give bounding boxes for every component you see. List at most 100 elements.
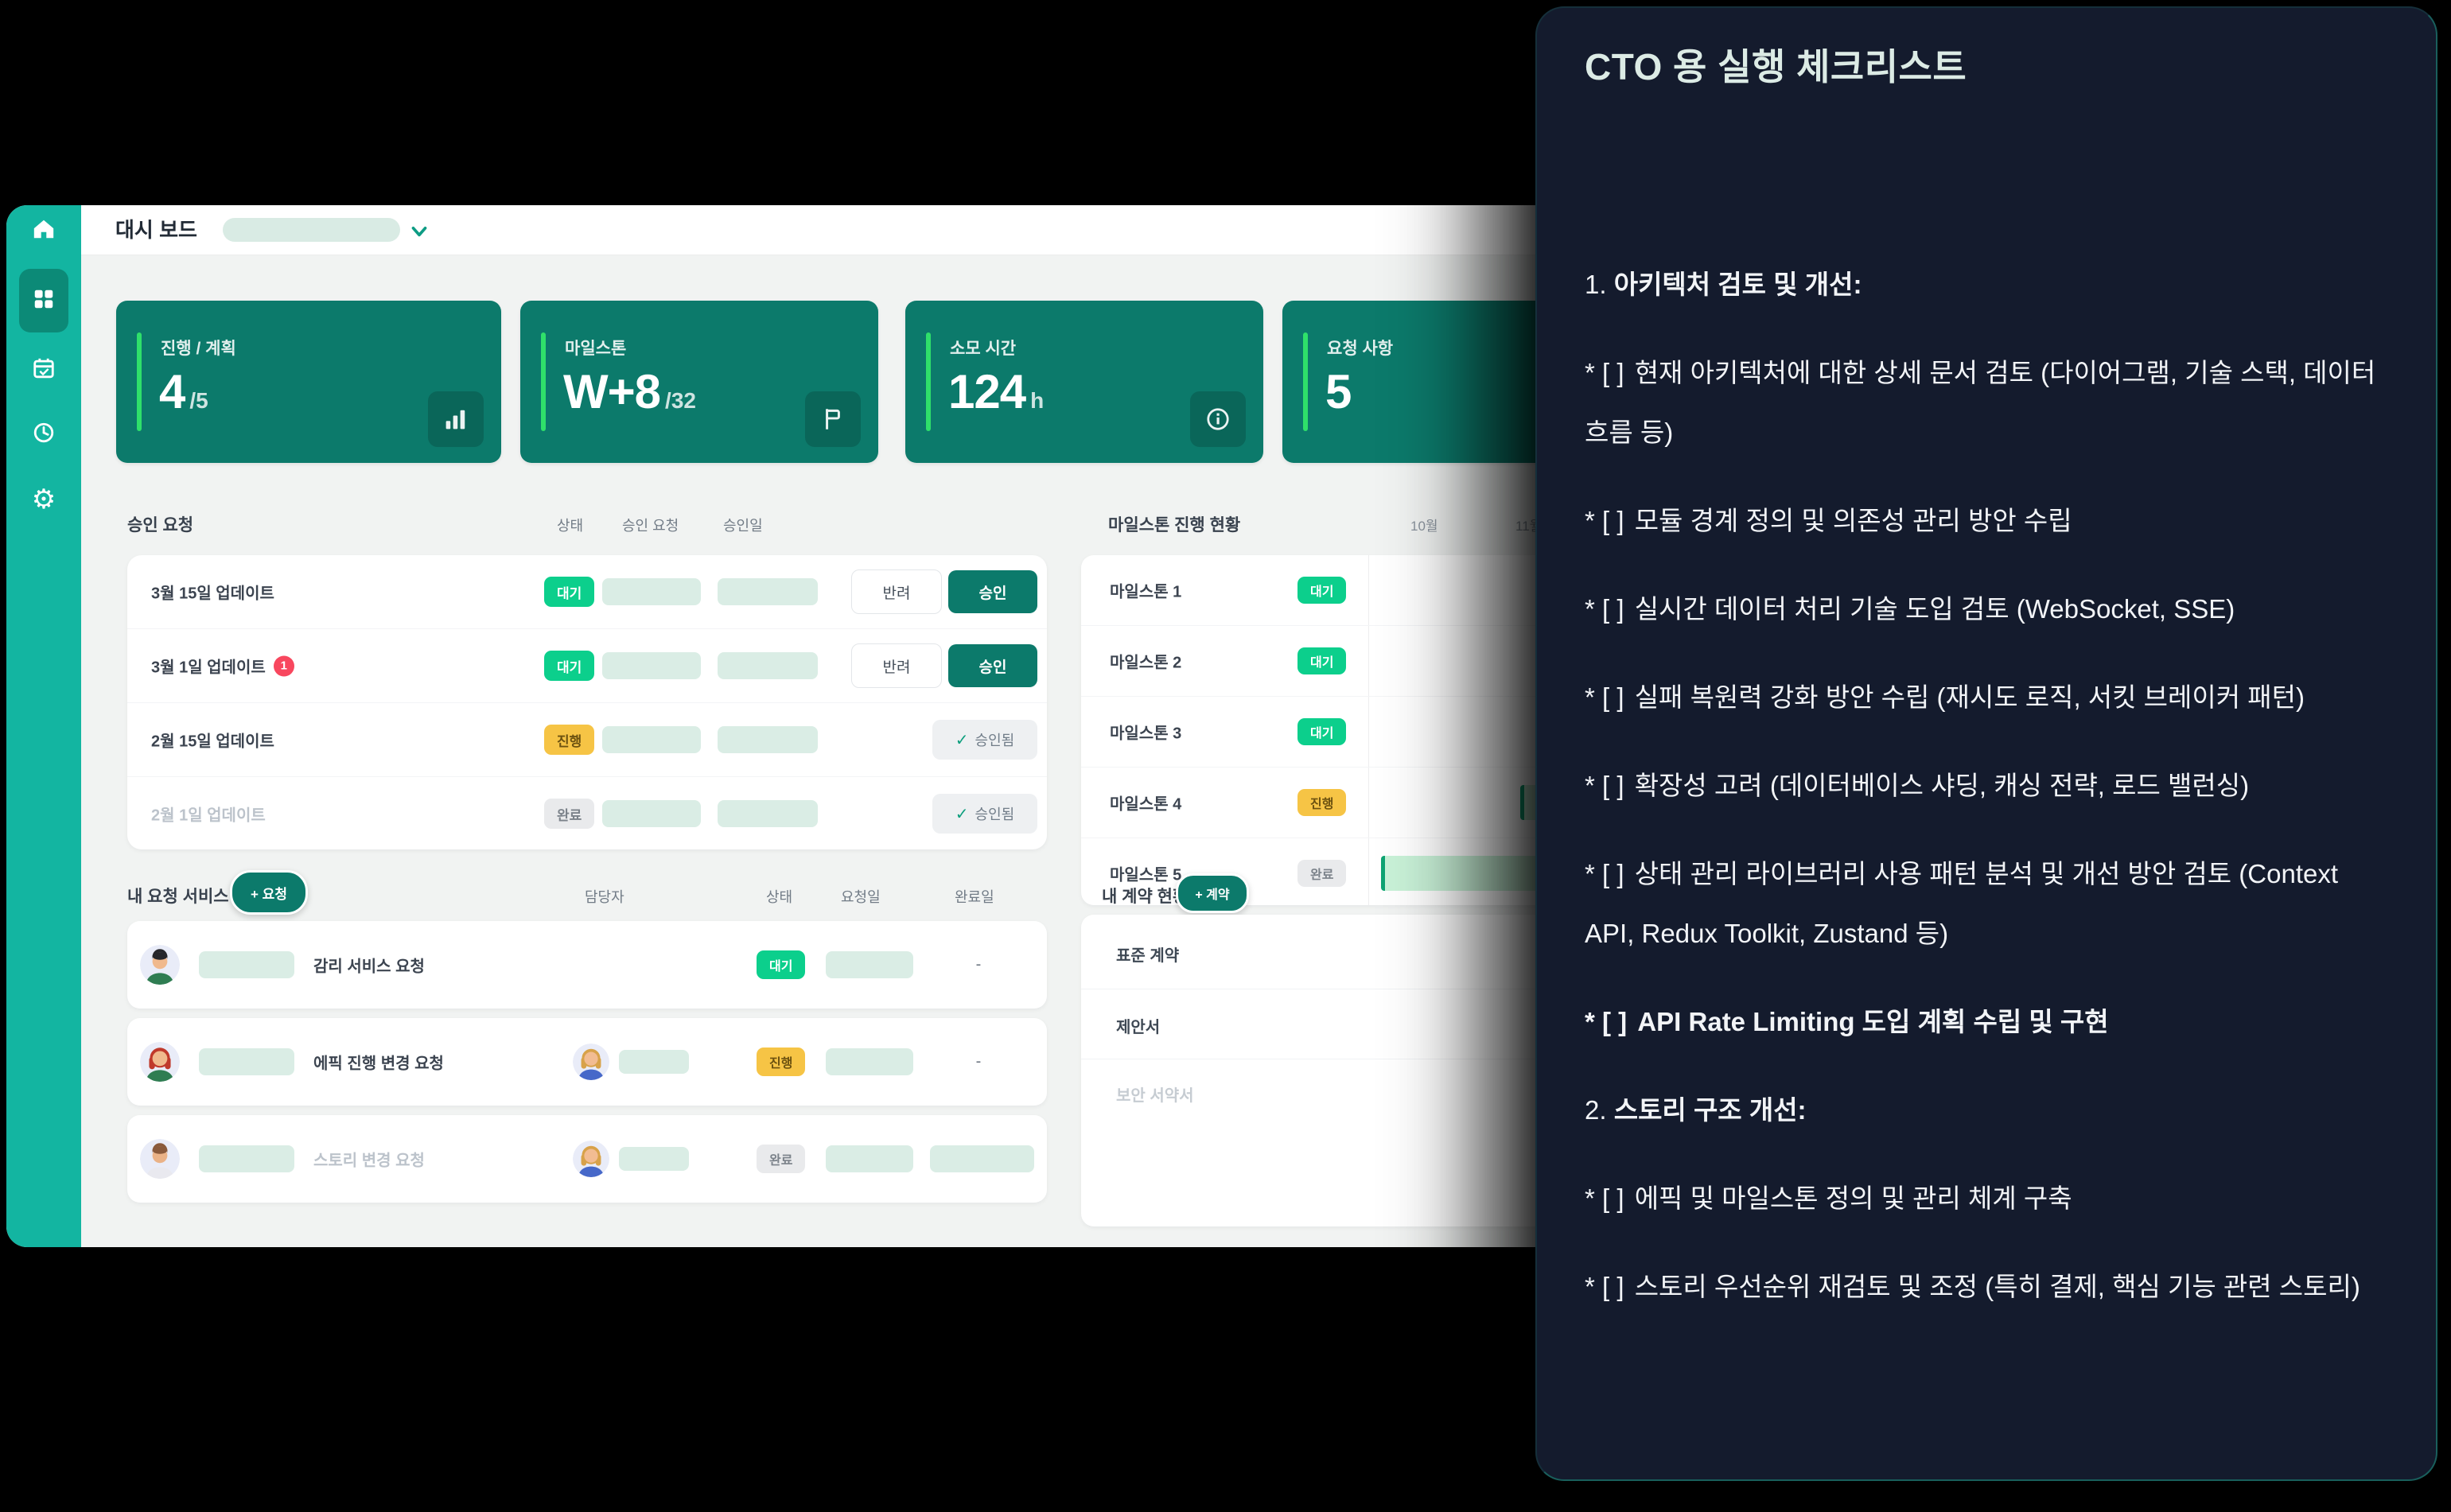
contract-row[interactable]: 보안 서약서 [1116,1087,1194,1105]
stat-value-number: W+8 [563,365,661,418]
stat-accent-bar [926,332,931,431]
sidebar-item-reports[interactable] [6,417,81,452]
add-request-button[interactable]: + 요청 [230,870,308,915]
stat-card-label: 요청 사항 [1327,340,1394,358]
grid-icon [32,287,56,315]
stat-value-number: 4 [159,365,185,418]
checklist-task: * [ ] 모듈 경계 정의 및 의존성 관리 방안 수립 [1585,491,2387,550]
status-badge: 완료 [1297,860,1347,887]
milestone-row: 마일스톤 2 대기 [1081,626,1578,697]
services-col-requested: 요청일 [841,889,881,905]
service-name-pill [199,951,294,978]
check-icon: ✓ [955,805,969,823]
approve-button[interactable]: 승인 [948,570,1037,613]
status-badge: 완료 [544,799,595,829]
approvals-col-status: 상태 [557,518,584,534]
milestone-label: 마일스톤 3 [1110,725,1182,743]
stat-value-suffix: /5 [189,388,208,413]
checklist-heading: 2. 스토리 구조 개선: [1585,1080,2387,1140]
status-badge: 완료 [757,1145,806,1173]
avatar [140,945,180,985]
assignee-name-pill [619,1050,689,1074]
stat-card-value: 4/5 [159,364,208,419]
task-text: 상태 관리 라이브러리 사용 패턴 분석 및 개선 방안 검토 (Context… [1585,859,2339,948]
task-text: 실패 복원력 강화 방안 수립 (재시도 로직, 서킷 브레이커 패턴) [1634,682,2305,712]
approval-date-pill [718,800,818,827]
sidebar-item-calendar[interactable] [6,352,81,387]
status-badge: 진행 [544,725,595,755]
contract-row[interactable]: 표준 계약 [1116,947,1180,965]
checklist-task: * [ ] 에픽 및 마일스톤 정의 및 관리 체계 구축 [1585,1168,2387,1228]
approval-request-text: 2월 1일 업데이트 [151,807,266,825]
approval-request-text: 3월 1일 업데이트 [151,659,266,677]
approvals-col-date: 승인일 [723,518,763,534]
approval-request-label: 3월 15일 업데이트 [151,581,274,604]
milestone-label: 마일스톤 4 [1110,795,1182,814]
flag-icon [805,391,861,447]
check-icon: ✓ [955,731,969,749]
service-request-label: 감리 서비스 요청 [313,958,425,976]
stat-card-value: W+8/32 [563,364,696,419]
stat-card: 진행 / 계획 4/5 [116,301,501,463]
complete-date-empty: - [975,1052,982,1071]
sidebar-active-highlight [19,269,68,332]
service-row: 스토리 변경 요청 완료 [127,1115,1047,1203]
gear-icon: ⚙ [31,484,56,515]
status-badge: 대기 [544,651,595,681]
checklist-task: * [ ] API Rate Limiting 도입 계획 수립 및 구현 [1585,992,2387,1051]
milestone-gantt-cell [1368,626,1578,696]
sidebar-item-dashboard[interactable] [6,283,81,318]
checklist-panel: CTO 용 실행 체크리스트 1. 아키텍처 검토 및 개선: * [ ] 현재 … [1535,6,2437,1481]
task-checkbox-marker: * [ ] [1585,506,1632,535]
task-checkbox-marker: * [ ] [1585,859,1632,888]
request-date-pill [602,800,701,827]
milestones-title: 마일스톤 진행 현황 [1108,516,1241,534]
status-badge: 대기 [544,577,595,607]
checklist-heading: 1. 아키텍처 검토 및 개선: [1585,255,2387,314]
approvals-card: 3월 15일 업데이트 대기 반려 승인 3월 1일 업데이트 1 대기 반려 승인 2월 15일… [127,555,1047,849]
stat-value-suffix: h [1030,388,1045,413]
dashboard-window: ⚙ 대시 보드 진행 / 계획 4/5 마일스톤 W+8/32 소모 시간 124 h 요청 … [6,205,1585,1247]
reject-button[interactable]: 반려 [851,569,942,614]
approved-label: 승인됨 [975,807,1015,822]
approval-row: 3월 1일 업데이트 1 대기 반려 승인 [127,629,1047,703]
task-text: 실시간 데이터 처리 기술 도입 검토 (WebSocket, SSE) [1634,594,2235,624]
heading-text: 스토리 구조 개선: [1613,1095,1807,1125]
milestone-row: 마일스톤 3 대기 [1081,697,1578,768]
services-col-completed: 완료일 [955,889,994,905]
milestone-label: 마일스톤 1 [1110,583,1182,601]
checklist-body: 1. 아키텍처 검토 및 개선: * [ ] 현재 아키텍처에 대한 상세 문서 … [1585,255,2387,1345]
task-checkbox-marker: * [ ] [1585,771,1632,800]
milestone-label: 마일스톤 2 [1110,654,1182,672]
reject-button[interactable]: 반려 [851,643,942,688]
chevron-down-icon[interactable] [408,220,430,246]
approval-date-pill [718,726,818,753]
status-badge: 진행 [757,1048,806,1076]
task-text: 스토리 우선순위 재검토 및 조정 (특히 결제, 핵심 기능 관련 스토리) [1634,1272,2360,1301]
assignee-name-pill [619,1147,689,1171]
sidebar-item-settings[interactable]: ⚙ [6,482,81,517]
clock-icon [32,421,56,449]
checklist-task: * [ ] 실패 복원력 강화 방안 수립 (재시도 로직, 서킷 브레이커 패… [1585,667,2387,727]
service-name-pill [199,1048,294,1075]
service-name-pill [199,1145,294,1172]
approval-date-pill [718,578,818,605]
notification-badge: 1 [273,655,294,676]
task-checkbox-marker: * [ ] [1585,1272,1632,1301]
add-contract-button[interactable]: + 계약 [1176,873,1249,913]
milestones-month-2: 11월 [1515,519,1543,534]
avatar [140,1042,180,1082]
status-badge: 대기 [1297,718,1347,745]
stat-card: 마일스톤 W+8/32 [520,301,878,463]
status-badge: 대기 [1297,647,1347,674]
bar-chart-icon [428,391,484,447]
project-select-placeholder[interactable] [223,218,400,242]
calendar-icon [32,356,56,384]
contract-row[interactable]: 제안서 [1116,1019,1161,1036]
sidebar-item-home[interactable] [6,213,81,248]
home-icon [32,217,56,245]
approvals-col-request: 승인 요청 [622,518,679,534]
stat-card-value: 124 h [948,364,1044,419]
approve-button[interactable]: 승인 [948,644,1037,687]
